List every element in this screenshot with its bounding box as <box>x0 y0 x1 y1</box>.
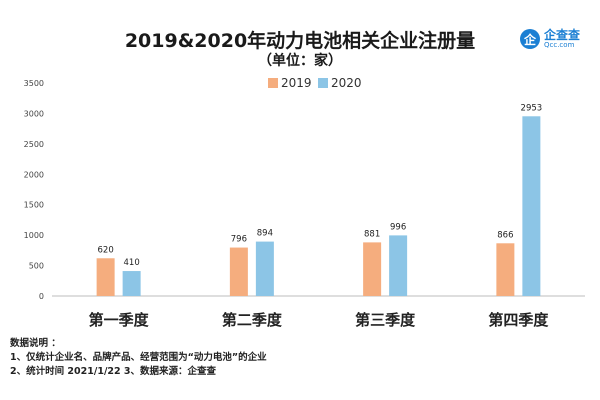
data-notes: 数据说明 ： 1、仅统计企业名、品牌产品、经营范围为“动力电池”的企业 2、统计… <box>10 337 267 379</box>
legend-swatch <box>318 78 328 88</box>
notes-line-1: 1、仅统计企业名、品牌产品、经营范围为“动力电池”的企业 <box>10 352 267 363</box>
x-category-label: 第四季度 <box>488 311 549 329</box>
y-tick-label: 500 <box>29 262 44 271</box>
bar-2020-2 <box>255 241 274 296</box>
y-tick-label: 1000 <box>24 231 44 240</box>
data-label: 866 <box>497 230 513 240</box>
x-category-label: 第一季度 <box>89 311 150 329</box>
y-tick-label: 0 <box>39 292 44 301</box>
notes-heading: 数据说明 ： <box>10 338 61 349</box>
bar-2019-1 <box>96 258 115 296</box>
y-tick-label: 3500 <box>24 79 44 88</box>
data-label: 894 <box>257 229 273 239</box>
chart-subtitle: （单位：家） <box>258 53 342 69</box>
brand-logo: 企 企查查 Qcc.com <box>520 28 580 50</box>
y-tick-label: 2500 <box>24 140 44 149</box>
data-label: 996 <box>390 222 406 232</box>
data-label: 410 <box>124 258 140 268</box>
bar-2020-1 <box>122 271 141 296</box>
brand-name: 企查查 <box>544 28 581 42</box>
legend-swatch <box>268 78 278 88</box>
bar-2019-4 <box>496 243 515 296</box>
brand-logo-text: 企查查 Qcc.com <box>544 29 580 49</box>
brand-domain: Qcc.com <box>544 41 575 49</box>
y-tick-label: 1500 <box>24 201 44 210</box>
bar-2020-4 <box>522 116 541 297</box>
x-category-label: 第三季度 <box>355 311 416 329</box>
bar-2019-2 <box>229 247 248 296</box>
y-tick-label: 2000 <box>24 170 44 179</box>
y-tick-label: 3000 <box>24 109 44 118</box>
chart-title: 2019&2020年动力电池相关企业注册量 <box>124 30 476 52</box>
data-label: 796 <box>231 235 247 245</box>
qcc-logo-icon: 企 <box>520 29 540 49</box>
bar-2019-3 <box>363 242 382 296</box>
bar-2020-3 <box>389 235 408 296</box>
data-label: 620 <box>98 245 114 255</box>
data-label: 2953 <box>521 103 543 113</box>
notes-line-2: 2、统计时间 2021/1/22 3、数据来源：企查查 <box>10 366 217 377</box>
x-category-label: 第二季度 <box>222 311 283 329</box>
data-label: 881 <box>364 229 380 239</box>
legend-label: 2019 <box>281 76 312 90</box>
legend-label: 2020 <box>331 76 362 90</box>
